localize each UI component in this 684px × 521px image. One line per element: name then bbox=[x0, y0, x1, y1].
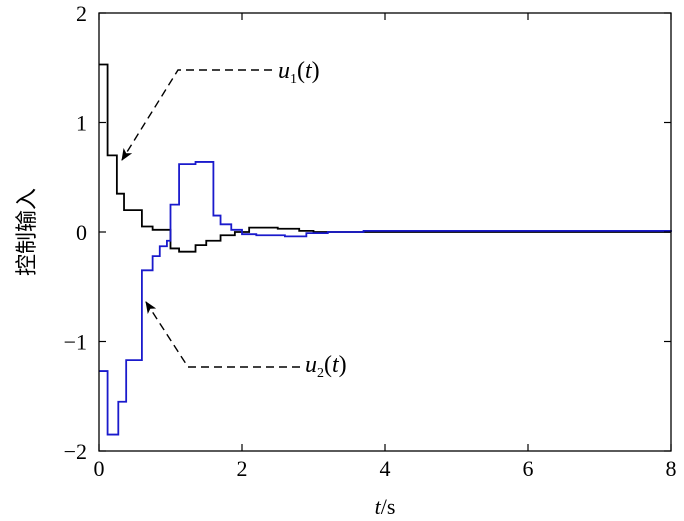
y-tick-label: 0 bbox=[76, 220, 87, 245]
x-tick-label: 4 bbox=[380, 456, 391, 481]
y-tick-label: −2 bbox=[64, 439, 87, 464]
axes-layer: 0 2 4 6 8 −2 −1 0 1 2 t/s 控制输入 bbox=[14, 1, 677, 519]
series-line-u2t bbox=[99, 161, 672, 436]
annotation-label-1: u1(t) bbox=[278, 58, 320, 87]
y-axis-label: 控制输入 bbox=[14, 188, 39, 276]
annotation-label-2: u2(t) bbox=[305, 352, 347, 381]
series-layer bbox=[99, 63, 672, 436]
x-tick-label: 8 bbox=[666, 456, 677, 481]
x-axis-label: t/s bbox=[375, 494, 396, 519]
annotation-arrow-2 bbox=[145, 301, 300, 368]
series-line-u1t bbox=[99, 63, 671, 253]
x-tick-label: 6 bbox=[523, 456, 534, 481]
x-tick-label: 2 bbox=[237, 456, 248, 481]
y-tick-label: 1 bbox=[76, 111, 87, 136]
y-tick-label: 2 bbox=[76, 1, 87, 26]
annotation-arrow-1 bbox=[121, 69, 272, 161]
x-tick-label: 0 bbox=[94, 456, 105, 481]
annotations-layer: u1(t) u2(t) bbox=[121, 58, 347, 381]
y-tick-label: −1 bbox=[64, 330, 87, 355]
